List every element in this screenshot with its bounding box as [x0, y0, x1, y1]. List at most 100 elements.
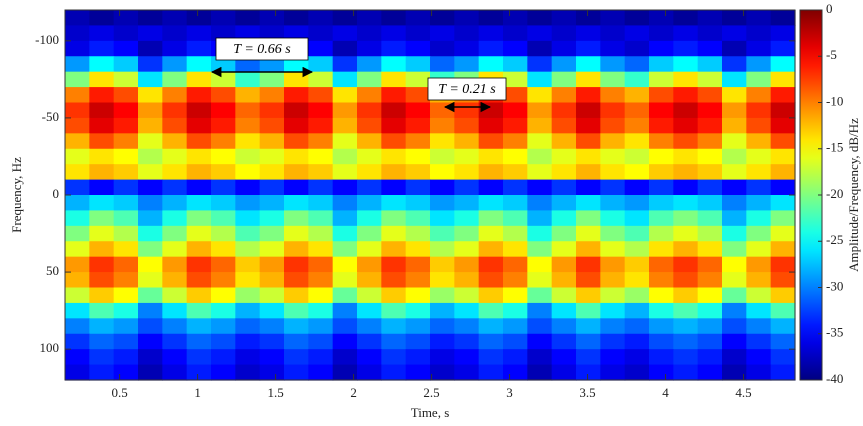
heatmap-cell — [746, 71, 772, 88]
heatmap-cell — [65, 10, 90, 27]
heatmap-cell — [576, 117, 601, 134]
heatmap-cell — [649, 287, 674, 304]
heatmap-cell — [405, 71, 431, 88]
heatmap-cell — [405, 272, 431, 289]
heatmap-cell — [576, 210, 601, 227]
heatmap-cell — [454, 225, 480, 242]
heatmap-cell — [551, 40, 577, 57]
heatmap-cell — [332, 179, 358, 196]
heatmap-cell — [478, 256, 504, 273]
heatmap-cell — [722, 71, 747, 88]
heatmap-cell — [308, 364, 334, 381]
heatmap-cell — [235, 210, 261, 227]
heatmap-cell — [113, 164, 139, 181]
heatmap-cell — [551, 179, 577, 196]
heatmap-cell — [259, 179, 285, 196]
heatmap-cell — [430, 25, 455, 42]
heatmap-cell — [697, 333, 723, 350]
heatmap-cell — [746, 10, 772, 27]
heatmap-cell — [527, 40, 553, 57]
heatmap-cell — [235, 364, 261, 381]
heatmap-cell — [381, 71, 407, 88]
heatmap-cell — [478, 117, 504, 134]
heatmap-cell — [308, 179, 334, 196]
heatmap-cell — [138, 102, 163, 119]
heatmap-cell — [186, 302, 212, 319]
heatmap-cell — [649, 241, 674, 258]
heatmap-cell — [454, 117, 480, 134]
heatmap-cell — [405, 148, 431, 165]
heatmap-cell — [235, 287, 261, 304]
heatmap-cell — [113, 148, 139, 165]
heatmap-cell — [381, 302, 407, 319]
heatmap-cell — [332, 333, 358, 350]
heatmap-cell — [89, 287, 115, 304]
heatmap-cell — [527, 87, 553, 104]
heatmap-cell — [551, 133, 577, 150]
heatmap-cell — [430, 241, 455, 258]
heatmap-cell — [138, 256, 163, 273]
heatmap-cell — [649, 195, 674, 212]
colorbar-tick-label: -35 — [826, 325, 843, 340]
heatmap-cell — [624, 210, 650, 227]
heatmap-cell — [162, 71, 188, 88]
heatmap-cell — [259, 164, 285, 181]
heatmap-cell — [454, 287, 480, 304]
heatmap-cell — [478, 25, 504, 42]
heatmap-cell — [89, 364, 115, 381]
heatmap-cell — [405, 102, 431, 119]
heatmap-cell — [332, 10, 358, 27]
heatmap-cell — [551, 102, 577, 119]
heatmap-cell — [576, 241, 601, 258]
heatmap-cell — [624, 40, 650, 57]
heatmap-cell — [211, 148, 236, 165]
heatmap-cell — [89, 272, 115, 289]
heatmap-cell — [89, 179, 115, 196]
heatmap-cell — [211, 10, 236, 27]
heatmap-cell — [162, 195, 188, 212]
heatmap-cell — [284, 179, 309, 196]
heatmap-cell — [722, 195, 747, 212]
heatmap-cell — [211, 364, 236, 381]
heatmap-cell — [113, 133, 139, 150]
heatmap-cell — [284, 272, 309, 289]
heatmap-cell — [430, 133, 455, 150]
heatmap-cell — [357, 102, 382, 119]
heatmap-cell — [649, 40, 674, 57]
heatmap-cell — [381, 364, 407, 381]
heatmap-cell — [89, 25, 115, 42]
heatmap-cell — [527, 10, 553, 27]
heatmap-cell — [551, 25, 577, 42]
heatmap-cell — [478, 318, 504, 335]
heatmap-cell — [308, 333, 334, 350]
heatmap-cell — [576, 364, 601, 381]
heatmap-cell — [332, 102, 358, 119]
heatmap-cell — [65, 148, 90, 165]
heatmap-cell — [138, 179, 163, 196]
heatmap-cell — [697, 10, 723, 27]
heatmap-cell — [722, 364, 747, 381]
heatmap-cell — [405, 195, 431, 212]
heatmap-cell — [551, 225, 577, 242]
heatmap-cell — [89, 225, 115, 242]
heatmap — [65, 10, 796, 381]
heatmap-cell — [138, 272, 163, 289]
heatmap-cell — [527, 117, 553, 134]
heatmap-cell — [697, 25, 723, 42]
heatmap-cell — [259, 225, 285, 242]
heatmap-cell — [746, 256, 772, 273]
heatmap-cell — [576, 318, 601, 335]
heatmap-cell — [357, 349, 382, 366]
heatmap-cell — [162, 210, 188, 227]
heatmap-cell — [235, 148, 261, 165]
heatmap-cell — [503, 349, 528, 366]
heatmap-cell — [527, 241, 553, 258]
heatmap-cell — [503, 71, 528, 88]
heatmap-cell — [624, 25, 650, 42]
heatmap-cell — [308, 56, 334, 73]
heatmap-cell — [259, 87, 285, 104]
heatmap-cell — [551, 364, 577, 381]
heatmap-cell — [259, 148, 285, 165]
heatmap-cell — [722, 333, 747, 350]
heatmap-cell — [162, 40, 188, 57]
